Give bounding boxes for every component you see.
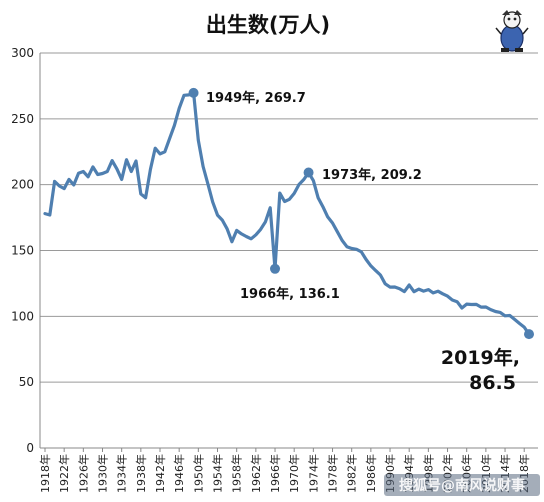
x-tick-label: 1974年 <box>306 454 320 493</box>
x-tick-label: 1926年 <box>76 454 90 493</box>
birth-series-line <box>43 91 531 336</box>
x-tick-label: 1978年 <box>326 454 340 493</box>
y-tick-label: 300 <box>11 46 34 60</box>
gridlines <box>40 52 538 383</box>
x-tick-label: 1938年 <box>134 454 148 493</box>
x-tick-label: 1982年 <box>345 454 359 493</box>
annotation-marker <box>303 167 314 178</box>
y-tick-label: 100 <box>11 309 34 323</box>
annotation-2019-line2: 86.5 <box>469 372 516 394</box>
y-tick-label: 250 <box>11 112 34 126</box>
annotation-marker <box>270 263 281 274</box>
y-tick-label: 50 <box>19 375 34 389</box>
x-tick-label: 1958年 <box>230 454 244 493</box>
annotation-2019-line1: 2019年, <box>441 346 520 369</box>
x-tick-label: 1966年 <box>268 454 282 493</box>
x-tick-label: 1946年 <box>172 454 186 493</box>
x-tick-label: 1970年 <box>287 454 301 493</box>
x-tick-label: 1986年 <box>364 454 378 493</box>
x-tick-label: 1934年 <box>115 454 129 493</box>
y-tick-label: 150 <box>11 244 34 258</box>
annotation-marker <box>188 87 199 98</box>
annotation-markers <box>188 87 534 340</box>
annotation-1949: 1949年, 269.7 <box>206 90 306 106</box>
axes <box>39 53 538 449</box>
y-axis-ticks: 0 50 100 150 200 250 300 <box>11 46 34 455</box>
mascot-cartoon-icon <box>495 10 529 52</box>
x-tick-label: 1918年 <box>38 454 52 493</box>
watermark-text: 搜狐号@南风说财事 <box>399 477 525 494</box>
chart-title: 出生数(万人) <box>206 13 330 37</box>
watermark: 搜狐号@南风说财事 <box>384 474 540 496</box>
annotation-1973: 1973年, 209.2 <box>322 167 422 183</box>
x-tick-label: 1954年 <box>211 454 225 493</box>
x-tick-label: 1930年 <box>96 454 110 493</box>
annotation-1966: 1966年, 136.1 <box>240 286 340 302</box>
x-tick-label: 1942年 <box>153 454 167 493</box>
y-tick-label: 0 <box>26 441 34 455</box>
x-tick-label: 1962年 <box>249 454 263 493</box>
annotation-marker <box>524 329 534 340</box>
x-tick-label: 1950年 <box>191 454 205 493</box>
y-tick-label: 200 <box>11 178 34 192</box>
x-tick-label: 1922年 <box>57 454 71 493</box>
